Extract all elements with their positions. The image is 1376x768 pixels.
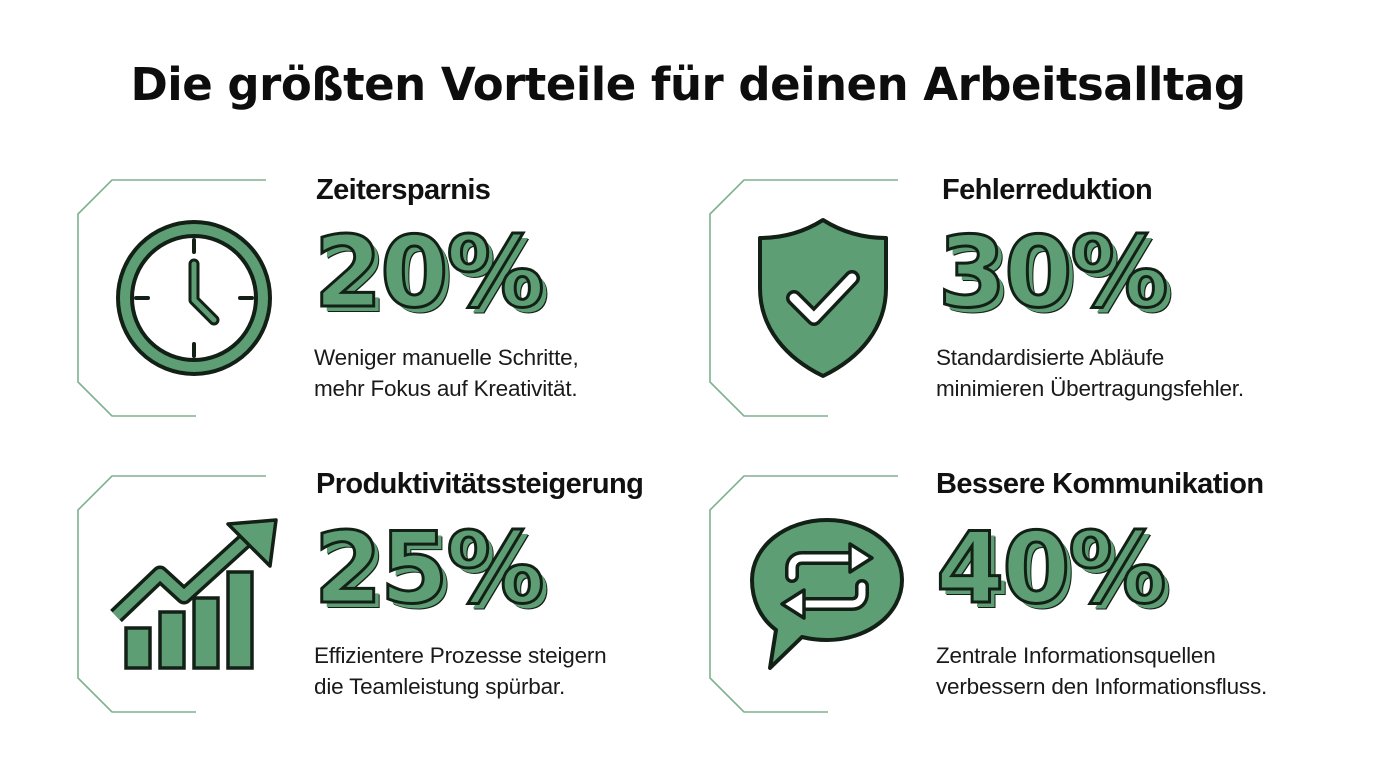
benefit-percentage: 25%	[313, 512, 547, 626]
shield-check-icon	[758, 218, 888, 378]
description-line: Effizientere Prozesse steigern	[314, 643, 607, 668]
description-line: verbessern den Informationsfluss.	[936, 674, 1268, 699]
benefit-heading: Produktivitätssteigerung	[316, 468, 644, 500]
chat-exchange-icon	[750, 518, 904, 670]
card-frame	[77, 179, 266, 417]
card-frame	[709, 179, 898, 417]
benefit-description: Effizientere Prozesse steigern die Teaml…	[314, 640, 607, 702]
page-title: Die größten Vorteile für deinen Arbeitsa…	[130, 58, 1246, 111]
description-line: Weniger manuelle Schritte,	[314, 345, 579, 370]
benefit-description: Weniger manuelle Schritte, mehr Fokus au…	[314, 342, 579, 404]
description-line: Zentrale Informationsquellen	[936, 643, 1216, 668]
growth-chart-icon	[110, 518, 278, 670]
description-line: mehr Fokus auf Kreativität.	[314, 376, 578, 401]
benefit-heading: Bessere Kommunikation	[936, 468, 1264, 500]
benefit-card-productivity: Produktivitätssteigerung 25% Effizienter…	[76, 468, 696, 714]
benefit-percentage: 20%	[313, 216, 547, 330]
benefit-heading: Fehlerreduktion	[942, 174, 1153, 206]
card-frame	[77, 475, 266, 713]
description-line: minimieren Übertragungsfehler.	[936, 376, 1244, 401]
card-frame	[709, 475, 898, 713]
benefit-percentage: 40%	[935, 512, 1169, 626]
clock-icon	[116, 220, 272, 376]
benefit-description: Standardisierte Abläufe minimieren Übert…	[936, 342, 1244, 404]
description-line: die Teamleistung spürbar.	[314, 674, 565, 699]
benefit-card-communication: Bessere Kommunikation 40% Zentrale Infor…	[708, 468, 1328, 714]
benefit-description: Zentrale Informationsquellen verbessern …	[936, 640, 1267, 702]
benefit-card-error-reduction: Fehlerreduktion 30% Standardisierte Ablä…	[708, 174, 1328, 418]
benefit-card-time-saving: Zeitersparnis 20% Weniger manuelle Schri…	[76, 174, 696, 418]
benefit-heading: Zeitersparnis	[316, 174, 491, 206]
benefit-percentage: 30%	[937, 216, 1171, 330]
description-line: Standardisierte Abläufe	[936, 345, 1165, 370]
